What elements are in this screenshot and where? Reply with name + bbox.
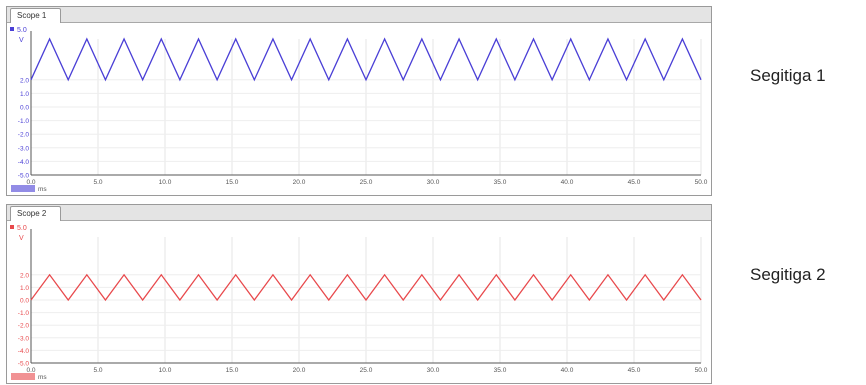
y-tick-label: 2.0 [20, 77, 29, 84]
x-tick-label: 0.0 [26, 367, 35, 374]
x-tick-label: 30.0 [427, 179, 440, 186]
x-tick-label: 40.0 [561, 179, 574, 186]
channel-marker-icon [10, 27, 14, 31]
y-tick-label: -1.0 [18, 118, 30, 125]
x-tick-label: 15.0 [226, 179, 239, 186]
y-tick-label: -3.0 [18, 145, 30, 152]
segitiga-2-label: Segitiga 2 [750, 265, 826, 284]
time-unit-label: ms [38, 186, 47, 193]
channel-indicator-icon [11, 185, 35, 192]
y-tick-label: 0.0 [20, 105, 29, 112]
x-tick-label: 10.0 [159, 179, 172, 186]
y-tick-label: 1.0 [20, 285, 29, 292]
time-unit-label: ms [38, 374, 47, 381]
y-tick-label: -2.0 [18, 323, 30, 330]
x-tick-label: 50.0 [695, 367, 708, 374]
x-tick-label: 15.0 [226, 367, 239, 374]
tab-scope-1[interactable]: Scope 1 [10, 8, 62, 23]
scope-tabstrip: Scope 1 [7, 7, 711, 23]
oscilloscope-plot-2[interactable]: 5.0V2.01.00.0-1.0-2.0-3.0-4.0-5.00.0 5.0 1… [7, 221, 711, 383]
x-tick-label: 40.0 [561, 367, 574, 374]
scope-panel-1: Scope 1 5.0 V 2.0 1.0 0.0 -1.0 -2.0 -3.0 -4.0 -5.… [6, 6, 712, 196]
x-tick-label: 5.0 [93, 367, 102, 374]
y-tick-label: 2.0 [20, 272, 29, 279]
scope-tabstrip: Scope 2 [7, 205, 711, 221]
channel-marker-icon [10, 225, 14, 229]
x-tick-label: 30.0 [427, 367, 440, 374]
channel-scale-label: 5.0 [17, 225, 27, 232]
channel-unit-label: V [19, 37, 24, 44]
y-tick-label: -5.0 [18, 173, 30, 180]
x-tick-label: 35.0 [494, 179, 507, 186]
x-tick-label: 10.0 [159, 367, 172, 374]
x-tick-label: 20.0 [293, 367, 306, 374]
y-tick-label: -2.0 [18, 132, 30, 139]
y-tick-label: -5.0 [18, 361, 30, 368]
x-tick-label: 20.0 [293, 179, 306, 186]
y-tick-label: -4.0 [18, 348, 30, 355]
x-tick-label: 50.0 [695, 179, 708, 186]
y-tick-label: 0.0 [20, 298, 29, 305]
triangle-wave-series [30, 273, 702, 302]
y-tick-label: -1.0 [18, 310, 30, 317]
channel-scale-label: 5.0 [17, 27, 27, 34]
oscilloscope-plot-1[interactable]: 5.0V2.01.00.0-1.0-2.0-3.0-4.0-5.00.0 5.0 1… [7, 23, 711, 195]
channel-indicator-icon [11, 373, 35, 380]
triangle-wave-series [30, 37, 702, 82]
y-tick-label: 1.0 [20, 91, 29, 98]
channel-unit-label: V [19, 235, 24, 242]
segitiga-1-label: Segitiga 1 [750, 66, 826, 85]
x-tick-label: 45.0 [628, 179, 641, 186]
x-tick-label: 5.0 [93, 179, 102, 186]
x-tick-label: 35.0 [494, 367, 507, 374]
y-tick-label: -4.0 [18, 159, 30, 166]
x-tick-label: 45.0 [628, 367, 641, 374]
scope-panel-2: Scope 2 5.0 V 2.0 1.0 0.0 -1.0 -2.0 -3.0 -4.0 -5.… [6, 204, 712, 384]
y-tick-label: -3.0 [18, 335, 30, 342]
x-tick-label: 25.0 [360, 179, 373, 186]
x-tick-label: 0.0 [26, 179, 35, 186]
x-tick-label: 25.0 [360, 367, 373, 374]
tab-scope-2[interactable]: Scope 2 [10, 206, 62, 221]
